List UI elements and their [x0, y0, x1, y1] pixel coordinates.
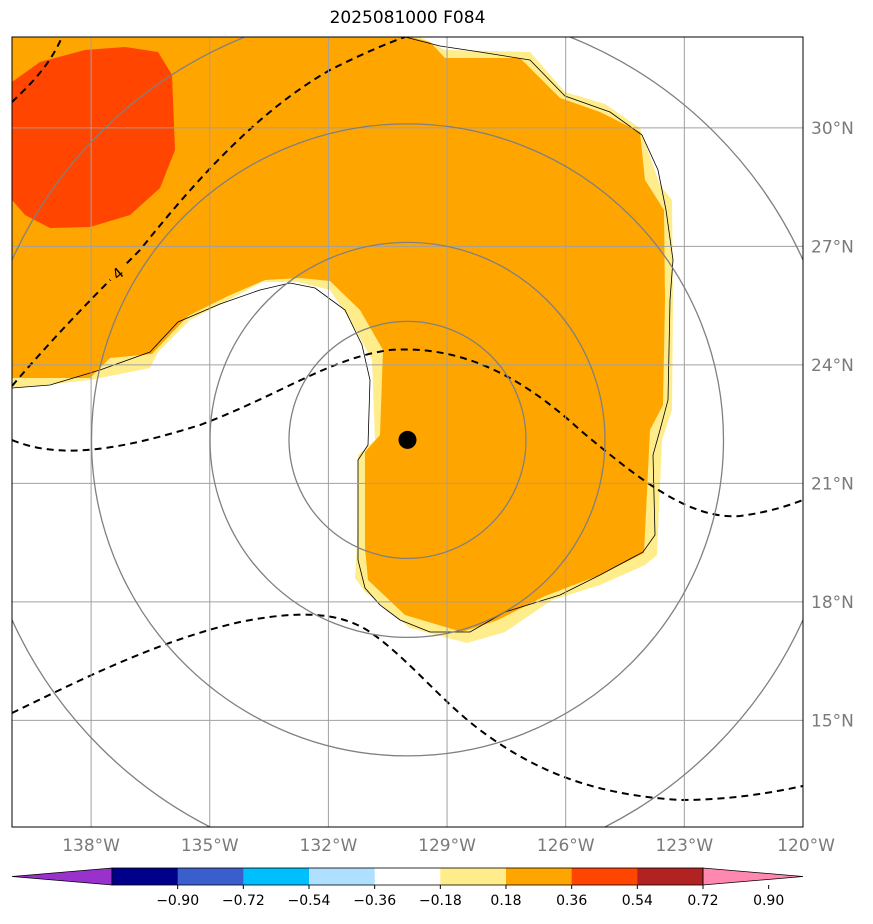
latitude-label: 30°N — [811, 119, 854, 139]
storm-center-marker — [398, 430, 417, 449]
latitude-labels: 30°N 27°N 24°N 21°N 18°N 15°N — [811, 119, 854, 731]
colorbar-label: −0.18 — [419, 893, 462, 909]
colorbar-segment — [112, 868, 179, 885]
colorbar-label: 0.36 — [556, 893, 587, 909]
latitude-label: 27°N — [811, 237, 854, 257]
colorbar-segment — [309, 868, 376, 885]
shading-outline — [12, 37, 674, 633]
range-rings — [12, 37, 803, 827]
longitude-label: 138°W — [62, 836, 120, 856]
colorbar-label: 0.18 — [490, 893, 521, 909]
colorbar-segment — [637, 868, 704, 885]
longitude-label: 123°W — [655, 836, 713, 856]
longitude-label: 129°W — [418, 836, 476, 856]
longitude-label: 132°W — [300, 836, 358, 856]
colorbar-label: 0.90 — [753, 893, 784, 909]
colorbar: −0.90 −0.72 −0.54 −0.36 −0.18 0.18 0.36 0.54 0.7… — [11, 867, 804, 909]
latitude-label: 24°N — [811, 356, 854, 376]
dashed-contour-1 — [12, 37, 63, 103]
colorbar-extend-high — [702, 867, 804, 886]
contour-label-bg — [110, 264, 124, 280]
range-ring — [288, 320, 527, 560]
colorbar-segment — [440, 868, 507, 885]
colorbar-segment — [243, 868, 310, 885]
colorbar-label: −0.54 — [288, 893, 331, 909]
map-area — [12, 37, 803, 827]
shaded-region-red — [12, 47, 175, 228]
range-ring — [209, 241, 606, 639]
colorbar-label: −0.72 — [222, 893, 265, 909]
colorbar-segment — [506, 868, 573, 885]
longitude-label: 126°W — [537, 836, 595, 856]
colorbar-label: −0.36 — [353, 893, 396, 909]
dashed-contour-4 — [12, 613, 803, 802]
colorbar-extend-low — [11, 867, 113, 886]
map-frame — [11, 36, 804, 828]
colorbar-label: 0.54 — [622, 893, 653, 909]
gridlines — [12, 37, 803, 827]
colorbar-segment — [374, 868, 441, 885]
latitude-label: 18°N — [811, 593, 854, 613]
longitude-labels: 138°W 135°W 132°W 129°W 126°W 123°W 120°W — [62, 836, 835, 856]
range-ring — [90, 123, 725, 757]
colorbar-segment — [177, 868, 244, 885]
colorbar-label: −0.90 — [156, 893, 199, 909]
dashed-contour-3 — [12, 348, 803, 518]
longitude-label: 135°W — [181, 836, 239, 856]
map-title: 2025081000 F084 — [329, 8, 486, 28]
colorbar-frame — [111, 867, 704, 886]
longitude-label: 120°W — [777, 836, 835, 856]
colorbar-segment — [571, 868, 638, 885]
latitude-label: 15°N — [811, 711, 854, 731]
colorbar-label: 0.72 — [687, 893, 718, 909]
latitude-label: 21°N — [811, 474, 854, 494]
